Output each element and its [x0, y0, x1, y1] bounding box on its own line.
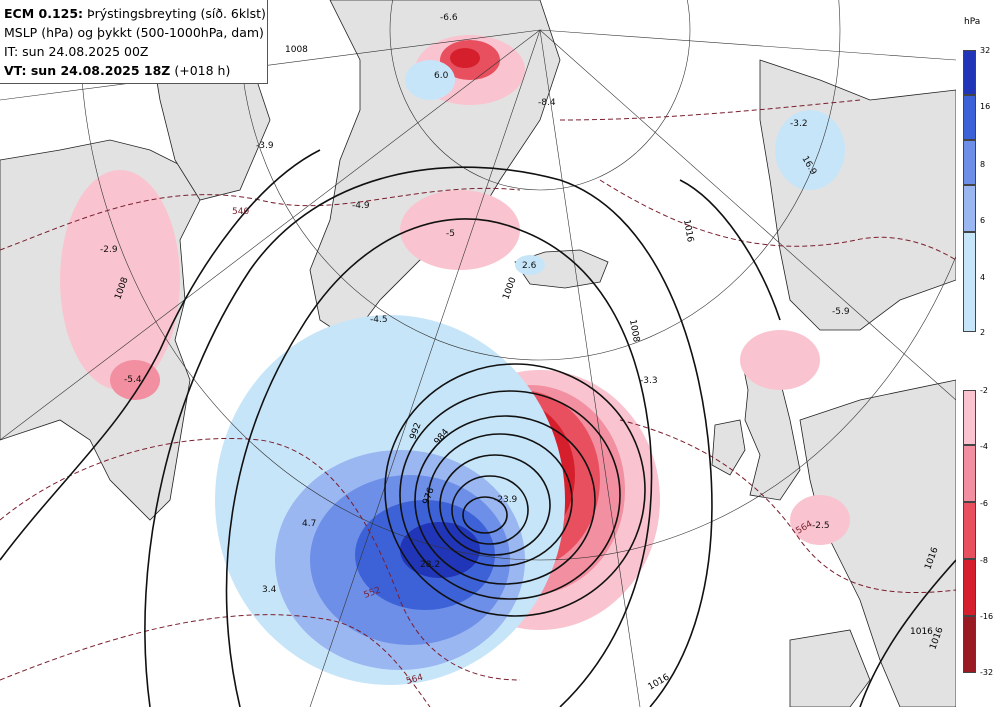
tendency-value: -3.2 [790, 119, 808, 129]
pressure-rise-shading [215, 60, 845, 685]
thickness-label: 540 [232, 207, 249, 217]
tendency-value: -3.3 [640, 376, 658, 386]
legend-label: -8 [980, 556, 988, 565]
tendency-value: 28.2 [420, 560, 440, 570]
weather-map: 1008 1008 1016 1000 1008 992 984 976 101… [0, 0, 956, 707]
tendency-value: -6.6 [440, 13, 458, 23]
tendency-value: -8.4 [538, 98, 556, 108]
legend-label: 2 [980, 328, 986, 337]
tendency-value: -2.5 [812, 521, 830, 531]
forecast-lead: (+018 h) [174, 63, 231, 78]
tendency-value: -5.9 [832, 307, 850, 317]
model-title-line: ECM 0.125: Þrýstingsbreyting (síð. 6klst… [4, 4, 267, 23]
valid-time-line: VT: sun 24.08.2025 18Z (+018 h) [4, 61, 267, 80]
fields-line: MSLP (hPa) og þykkt (500-1000hPa, dam) [4, 25, 264, 40]
tendency-value: 3.4 [262, 585, 277, 595]
legend-swatch [963, 232, 976, 332]
legend-label: 6 [980, 216, 986, 225]
legend-swatch [963, 559, 976, 616]
tendency-value: -4.9 [352, 201, 370, 211]
legend-swatch [963, 140, 976, 185]
legend-label: 16 [980, 102, 991, 111]
tendency-value: 6.0 [434, 71, 449, 81]
legend-label: 8 [980, 160, 986, 169]
isobar-label: 1016 [681, 219, 695, 244]
legend-unit: hPa [964, 17, 981, 27]
legend-label: -16 [980, 612, 994, 621]
isobars [0, 149, 956, 707]
product-name: Þrýstingsbreyting (síð. 6klst) [87, 6, 266, 21]
legend-label: -32 [980, 668, 994, 677]
init-time: IT: sun 24.08.2025 00Z [4, 44, 149, 59]
tendency-value: -2.9 [100, 245, 118, 255]
legend-label: -6 [980, 499, 988, 508]
thickness-contours [0, 99, 956, 707]
isobar-label: 1008 [285, 45, 308, 55]
color-legend: hPa 32 16 8 6 4 2 -2 -4 -6 -8 -16 -32 [956, 0, 1000, 707]
tendency-value: -5 [446, 229, 455, 239]
tendency-value: 2.6 [522, 261, 537, 271]
thickness-label: 564 [405, 673, 424, 687]
tendency-value: -5.4 [124, 375, 142, 385]
tendency-value: -4.5 [370, 315, 388, 325]
legend-swatch [963, 445, 976, 502]
ireland-land [711, 419, 746, 476]
tendency-value: -23.9 [494, 495, 518, 505]
legend-label: 32 [980, 46, 991, 55]
valid-time: VT: sun 24.08.2025 18Z [4, 63, 171, 78]
forecast-info-box: ECM 0.125: Þrýstingsbreyting (síð. 6klst… [0, 0, 268, 84]
isobar-label: 1016 [910, 627, 933, 637]
model-name: ECM 0.125: [4, 6, 84, 21]
legend-swatch [963, 390, 976, 445]
legend-swatch [963, 616, 976, 673]
iberia-land [789, 629, 871, 707]
tendency-value: 4.7 [302, 519, 316, 529]
tendency-value: -3.9 [256, 141, 274, 151]
legend-swatch [963, 185, 976, 232]
tendency-values: -6.6 6.0 -8.4 -3.9 -3.2 16.9 -4.9 -5 -2.… [100, 13, 850, 595]
legend-swatch [963, 95, 976, 140]
legend-label: -2 [980, 386, 988, 395]
legend-label: -4 [980, 442, 988, 451]
legend-swatch [963, 502, 976, 559]
legend-swatch [963, 50, 976, 95]
legend-label: 4 [980, 273, 986, 282]
isobar-label: 1008 [627, 319, 641, 344]
